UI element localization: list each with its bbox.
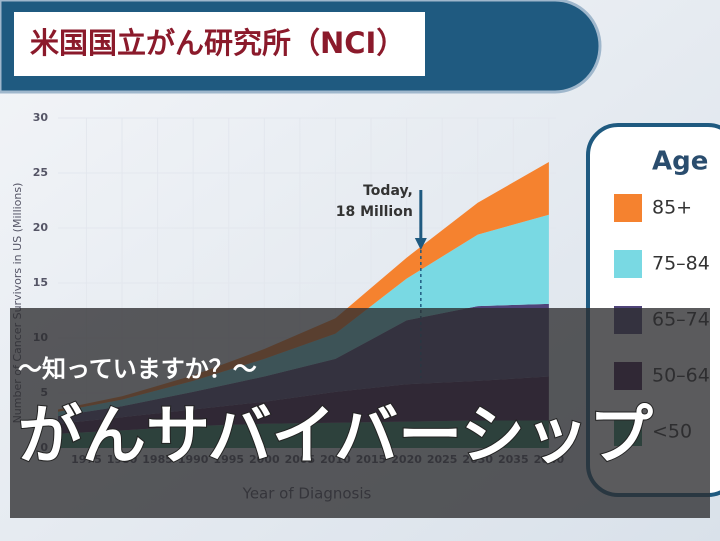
y-tick-label: 25	[33, 166, 48, 179]
legend-swatch	[614, 194, 642, 222]
legend-label: 85+	[652, 197, 692, 219]
annotation-text: 18 Million	[336, 204, 413, 220]
overlay-band	[10, 308, 710, 518]
area	[58, 214, 549, 417]
legend-title: Age	[652, 147, 708, 177]
header-title: 米国国立がん研究所（NCI）	[30, 26, 405, 60]
title-box	[14, 12, 425, 76]
overlay: 〜知っていますか？〜 がんサバイバーシップ	[10, 308, 710, 518]
y-tick-label: 15	[33, 276, 48, 289]
annotation-arrowhead	[414, 238, 427, 250]
overlay-title: がんサバイバーシップ	[18, 400, 653, 474]
annotation-text: Today,	[363, 183, 413, 199]
y-tick-label: 20	[33, 221, 49, 234]
overlay-subtitle: 〜知っていますか？〜	[18, 355, 257, 383]
legend-label: 75–84	[652, 253, 710, 275]
legend-swatch	[614, 250, 642, 278]
y-tick-label: 30	[33, 111, 49, 124]
